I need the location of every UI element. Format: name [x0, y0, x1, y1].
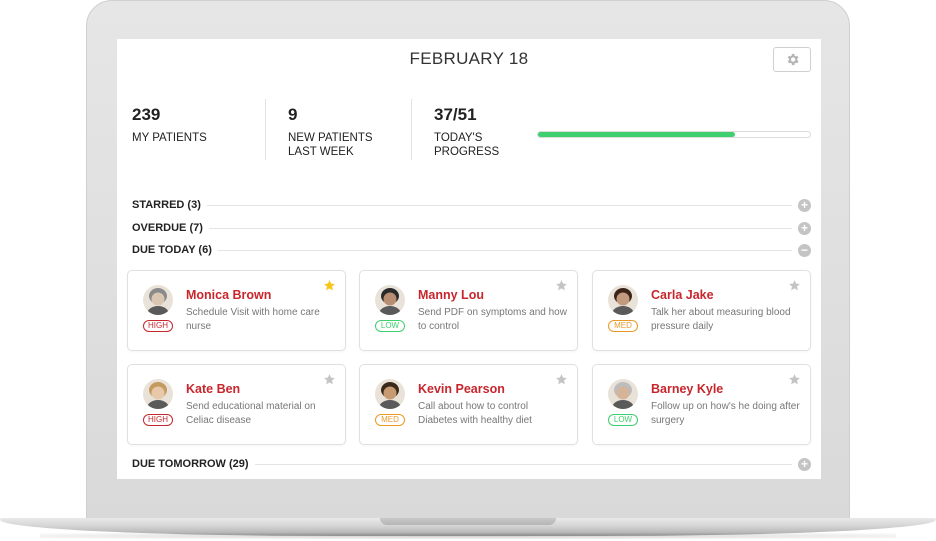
patient-card[interactable]: HIGH Monica Brown Schedule Visit with home… — [127, 270, 346, 351]
stat-divider — [411, 99, 412, 160]
laptop-notch — [380, 518, 556, 525]
avatar — [143, 379, 173, 409]
section-label: STARRED (3) — [132, 199, 201, 211]
stat-label: TODAY'S PROGRESS — [434, 132, 500, 158]
avatar — [608, 379, 638, 409]
patient-name[interactable]: Carla Jake — [651, 288, 714, 302]
avatar — [375, 379, 405, 409]
star-icon[interactable] — [788, 279, 801, 292]
stat-new-patients: 9 NEW PATIENTS LAST WEEK — [288, 105, 378, 159]
stat-value: 239 — [132, 105, 161, 124]
stat-my-patients: 239 MY PATIENTS — [132, 105, 222, 145]
section-divider — [208, 227, 792, 229]
section-due-today: DUE TODAY (6) − — [132, 243, 811, 257]
progress-fill — [538, 132, 736, 137]
laptop-shadow — [40, 533, 896, 539]
avatar — [608, 285, 638, 315]
patient-note: Call about how to control Diabetes with … — [418, 401, 532, 426]
section-overdue: OVERDUE (7) + — [132, 221, 811, 235]
expand-icon[interactable]: + — [798, 198, 811, 212]
settings-button[interactable] — [773, 47, 811, 72]
stat-label: NEW PATIENTS LAST WEEK — [288, 132, 373, 158]
priority-badge: LOW — [375, 320, 405, 332]
avatar — [375, 285, 405, 315]
section-divider — [206, 204, 792, 206]
priority-badge: LOW — [608, 414, 638, 426]
section-starred: STARRED (3) + — [132, 198, 811, 212]
star-icon[interactable] — [323, 373, 336, 386]
patient-note: Send educational material on Celiac dise… — [186, 401, 316, 426]
collapse-icon[interactable]: − — [798, 243, 811, 257]
section-label: DUE TODAY (6) — [132, 244, 212, 256]
patient-name[interactable]: Barney Kyle — [651, 382, 724, 396]
star-icon[interactable] — [555, 373, 568, 386]
priority-badge: HIGH — [143, 320, 173, 332]
expand-icon[interactable]: + — [798, 221, 811, 235]
section-label: OVERDUE (7) — [132, 222, 203, 234]
patient-name[interactable]: Manny Lou — [418, 288, 484, 302]
patient-note: Schedule Visit with home care nurse — [186, 307, 320, 332]
patient-note: Send PDF on symptoms and how to control — [418, 307, 567, 332]
priority-badge: MED — [608, 320, 638, 332]
progress-bar — [537, 131, 811, 138]
patient-name[interactable]: Monica Brown — [186, 288, 272, 302]
star-icon[interactable] — [788, 373, 801, 386]
patient-card[interactable]: MED Carla Jake Talk her about measuring bl… — [592, 270, 811, 351]
stat-progress: 37/51 TODAY'S PROGRESS — [434, 105, 504, 159]
page-title: FEBRUARY 18 — [409, 49, 529, 68]
section-label: DUE TOMORROW (29) — [132, 458, 249, 470]
patient-card[interactable]: HIGH Kate Ben Send educational material on… — [127, 364, 346, 445]
patient-note: Talk her about measuring blood pressure … — [651, 307, 791, 332]
laptop-base — [0, 518, 936, 536]
patient-note: Follow up on how's he doing after surger… — [651, 401, 800, 426]
patient-card[interactable]: MED Kevin Pearson Call about how to contro… — [359, 364, 578, 445]
expand-icon[interactable]: + — [798, 457, 811, 471]
stat-value: 9 — [288, 105, 298, 124]
stat-divider — [265, 99, 266, 160]
avatar — [143, 285, 173, 315]
stat-value: 37/51 — [434, 105, 477, 124]
gear-icon — [787, 53, 798, 66]
dashboard-screen: FEBRUARY 18 239 MY PATIENTS 9 NEW PATIEN… — [117, 39, 821, 479]
patient-card[interactable]: LOW Manny Lou Send PDF on symptoms and how… — [359, 270, 578, 351]
priority-badge: HIGH — [143, 414, 173, 426]
section-due-tomorrow: DUE TOMORROW (29) + — [132, 457, 811, 471]
patient-card[interactable]: LOW Barney Kyle Follow up on how's he doin… — [592, 364, 811, 445]
stat-label: MY PATIENTS — [132, 132, 207, 144]
star-icon[interactable] — [323, 279, 336, 292]
star-icon[interactable] — [555, 279, 568, 292]
patient-name[interactable]: Kate Ben — [186, 382, 241, 396]
section-divider — [217, 249, 792, 251]
priority-badge: MED — [375, 414, 405, 426]
section-divider — [254, 463, 792, 465]
patient-name[interactable]: Kevin Pearson — [418, 382, 505, 396]
